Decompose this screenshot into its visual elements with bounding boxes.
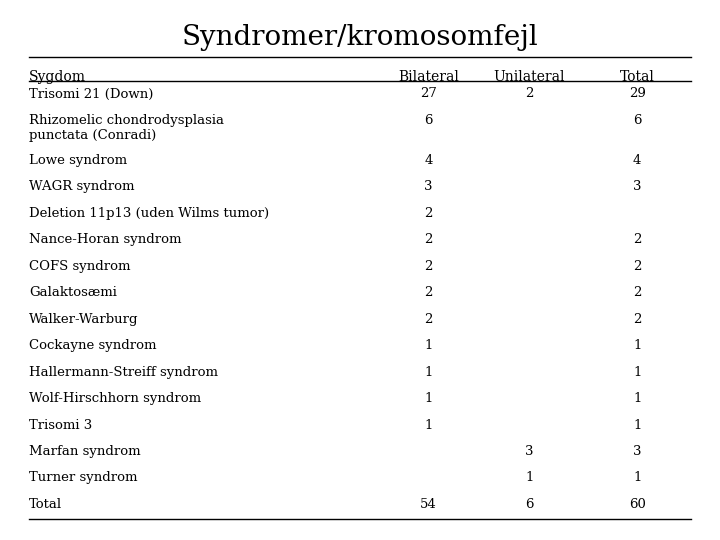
Text: Unilateral: Unilateral [493, 70, 565, 84]
Text: 29: 29 [629, 87, 646, 100]
Text: Total: Total [620, 70, 654, 84]
Text: 1: 1 [633, 471, 642, 484]
Text: 6: 6 [525, 498, 534, 511]
Text: 2: 2 [633, 286, 642, 299]
Text: 3: 3 [633, 180, 642, 193]
Text: 2: 2 [424, 207, 433, 220]
Text: Rhizomelic chondrodysplasia
punctata (Conradi): Rhizomelic chondrodysplasia punctata (Co… [29, 114, 224, 142]
Text: Hallermann-Streiff syndrom: Hallermann-Streiff syndrom [29, 366, 218, 379]
Text: 6: 6 [633, 114, 642, 127]
Text: Trisomi 21 (Down): Trisomi 21 (Down) [29, 87, 153, 100]
Text: 1: 1 [424, 392, 433, 405]
Text: Bilateral: Bilateral [398, 70, 459, 84]
Text: COFS syndrom: COFS syndrom [29, 260, 130, 273]
Text: Turner syndrom: Turner syndrom [29, 471, 138, 484]
Text: 3: 3 [424, 180, 433, 193]
Text: 60: 60 [629, 498, 646, 511]
Text: 2: 2 [424, 286, 433, 299]
Text: 4: 4 [633, 154, 642, 167]
Text: 1: 1 [424, 366, 433, 379]
Text: 1: 1 [424, 339, 433, 352]
Text: 1: 1 [633, 339, 642, 352]
Text: 2: 2 [424, 313, 433, 326]
Text: 3: 3 [633, 445, 642, 458]
Text: 2: 2 [633, 260, 642, 273]
Text: Nance-Horan syndrom: Nance-Horan syndrom [29, 233, 181, 246]
Text: 1: 1 [525, 471, 534, 484]
Text: 2: 2 [633, 233, 642, 246]
Text: 2: 2 [633, 313, 642, 326]
Text: Trisomi 3: Trisomi 3 [29, 418, 92, 431]
Text: WAGR syndrom: WAGR syndrom [29, 180, 135, 193]
Text: 2: 2 [424, 233, 433, 246]
Text: Deletion 11p13 (uden Wilms tumor): Deletion 11p13 (uden Wilms tumor) [29, 207, 269, 220]
Text: 54: 54 [420, 498, 437, 511]
Text: 1: 1 [633, 366, 642, 379]
Text: Galaktosæmi: Galaktosæmi [29, 286, 117, 299]
Text: 1: 1 [424, 418, 433, 431]
Text: 1: 1 [633, 392, 642, 405]
Text: 27: 27 [420, 87, 437, 100]
Text: Syndromer/kromosomfejl: Syndromer/kromosomfejl [181, 24, 539, 51]
Text: 4: 4 [424, 154, 433, 167]
Text: Marfan syndrom: Marfan syndrom [29, 445, 140, 458]
Text: 1: 1 [633, 418, 642, 431]
Text: Total: Total [29, 498, 62, 511]
Text: 2: 2 [525, 87, 534, 100]
Text: Cockayne syndrom: Cockayne syndrom [29, 339, 156, 352]
Text: Walker-Warburg: Walker-Warburg [29, 313, 138, 326]
Text: Wolf-Hirschhorn syndrom: Wolf-Hirschhorn syndrom [29, 392, 201, 405]
Text: 3: 3 [525, 445, 534, 458]
Text: Sygdom: Sygdom [29, 70, 86, 84]
Text: 6: 6 [424, 114, 433, 127]
Text: 2: 2 [424, 260, 433, 273]
Text: Lowe syndrom: Lowe syndrom [29, 154, 127, 167]
